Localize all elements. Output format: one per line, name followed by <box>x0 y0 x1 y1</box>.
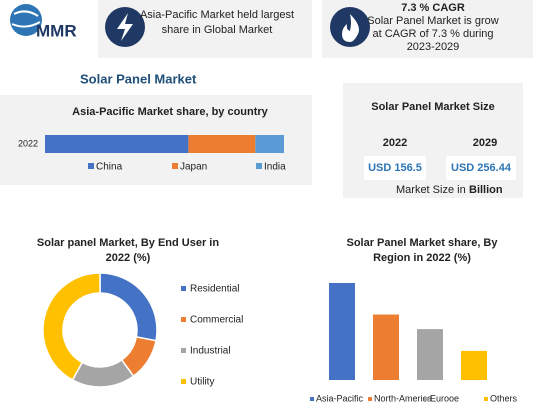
chart-title: Asia-Pacific Market share, by country <box>72 106 269 118</box>
bar <box>461 350 487 380</box>
legend-label: China <box>96 162 123 173</box>
highlight-text: Asia-Pacific Market held largest <box>140 9 294 21</box>
legend-swatch <box>181 348 186 353</box>
logo-globe-lines <box>11 10 41 28</box>
bar-segment <box>188 135 256 153</box>
legend-label: Japan <box>180 162 207 173</box>
value-box <box>364 156 426 180</box>
legend-label: North-America <box>374 393 432 403</box>
chart-title: 2022 (%) <box>106 252 151 264</box>
donut-slice <box>99 272 158 342</box>
panel-title: Solar Panel Market Size <box>371 101 495 113</box>
legend-swatch <box>181 286 186 291</box>
logo: MMR <box>36 21 77 40</box>
note: Market Size in <box>396 184 466 196</box>
legend-swatch <box>88 163 94 169</box>
year: 2029 <box>473 137 497 149</box>
market-value: USD 156.5 <box>368 162 422 174</box>
icon <box>330 7 370 47</box>
y-tick-label: 2022 <box>18 138 38 148</box>
bar-segment <box>255 135 284 153</box>
highlight-text: at CAGR of 7.3 % during <box>372 28 493 40</box>
legend-label: Others <box>490 393 518 403</box>
legend-label: Utility <box>190 377 214 388</box>
legend-label: Industrial <box>190 346 231 357</box>
bar <box>417 329 443 380</box>
highlight-text: share in Global Market <box>162 24 273 36</box>
legend-label: Asia-Pacific <box>316 393 364 403</box>
legend-label: India <box>264 162 286 173</box>
legend-swatch <box>181 317 186 322</box>
legend-label: Eurooe <box>430 393 459 403</box>
chart-title: Region in 2022 (%) <box>373 252 471 264</box>
value-box <box>446 156 516 180</box>
note-unit: Billion <box>469 184 503 196</box>
legend-swatch <box>172 163 178 169</box>
bar <box>329 283 355 380</box>
legend-swatch <box>181 379 186 384</box>
icon-bolt <box>117 13 133 41</box>
highlight-text: Solar Panel Market is grow <box>367 15 498 27</box>
legend-label: Residential <box>190 284 239 295</box>
legend-swatch <box>484 397 488 401</box>
icon-flame <box>342 14 359 42</box>
legend-swatch <box>256 163 262 169</box>
highlight-text: 2023-2029 <box>407 41 460 53</box>
highlight-title: 7.3 % CAGR <box>401 2 465 14</box>
legend-swatch <box>310 397 314 401</box>
legend-swatch <box>368 397 372 401</box>
legend-swatch <box>424 397 428 401</box>
chart-title: Solar panel Market, By End User in <box>37 237 219 249</box>
donut-slice <box>42 272 101 381</box>
market-value: USD 256.44 <box>451 162 512 174</box>
heading: Solar Panel Market <box>80 71 197 86</box>
chart-title: Solar Panel Market share, By <box>346 237 498 249</box>
bar-segment <box>45 135 189 153</box>
year: 2022 <box>383 137 407 149</box>
bar <box>373 314 399 380</box>
legend-label: Commercial <box>190 315 243 326</box>
